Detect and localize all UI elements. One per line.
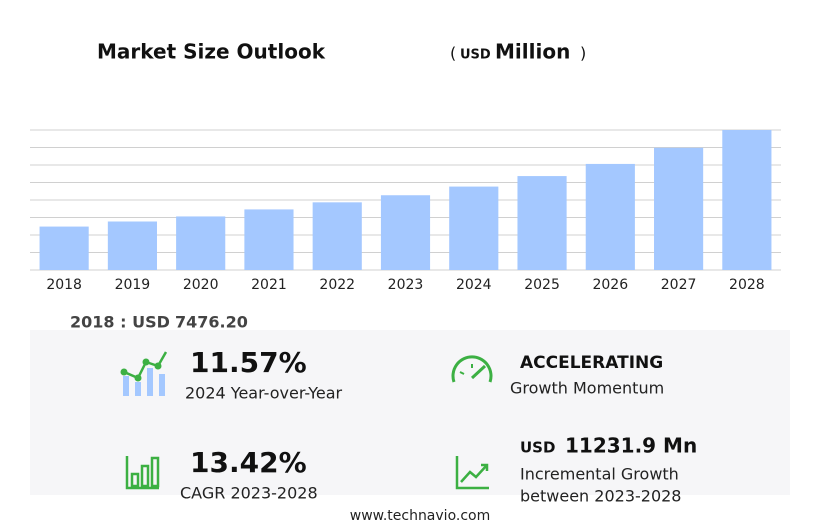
x-tick-label: 2026: [592, 277, 628, 293]
x-tick-label: 2025: [524, 277, 560, 293]
kpi-label: Growth Momentum: [510, 379, 664, 398]
x-tick-label: 2019: [115, 277, 151, 293]
base-value: 7476.20: [175, 313, 248, 332]
summary-panel: [30, 330, 790, 495]
kpi-label: 2024 Year-over-Year: [185, 384, 343, 403]
kpi-currency: USD: [520, 439, 555, 457]
x-tick-label: 2020: [183, 277, 219, 293]
kpi-label: Incremental Growth: [520, 465, 679, 484]
bar: [449, 186, 499, 270]
kpi-value: 13.42%: [190, 446, 307, 479]
x-tick-label: 2022: [319, 277, 355, 293]
x-tick-label: 2018: [46, 277, 82, 293]
bar: [654, 147, 704, 270]
kpi-value: 11231.9 Mn: [565, 434, 697, 458]
icon-increment: [455, 456, 489, 490]
icon-momentum: [451, 355, 493, 383]
x-tick-label: 2021: [251, 277, 287, 293]
title-currency: USD: [460, 48, 491, 63]
bar: [585, 163, 635, 270]
x-tick-label: 2027: [661, 277, 697, 293]
title-paren: (: [450, 44, 456, 63]
chart-title: Market Size Outlook: [97, 40, 326, 64]
footer: www.technavio.com: [350, 508, 491, 524]
bar: [244, 209, 294, 270]
icon-cagr: [125, 456, 160, 490]
kpi-value: 11.57%: [190, 346, 307, 379]
base-label: 2018 : USD: [70, 313, 170, 332]
bar: [176, 216, 226, 270]
bar: [39, 226, 89, 270]
bar: [380, 195, 431, 270]
kpi-label: between 2023-2028: [520, 487, 681, 506]
kpi-label: CAGR 2023-2028: [180, 484, 318, 503]
kpi-value: ACCELERATING: [520, 353, 663, 373]
x-tick-label: 2023: [388, 277, 424, 293]
x-tick-label: 2024: [456, 277, 492, 293]
title-unit: Million: [495, 40, 570, 64]
x-tick-label: 2028: [729, 277, 765, 293]
title-paren: ): [580, 44, 586, 63]
bar: [312, 202, 362, 270]
icon-yoy: [120, 351, 168, 396]
bar: [107, 221, 157, 270]
bar: [722, 130, 772, 270]
bar: [517, 176, 567, 270]
